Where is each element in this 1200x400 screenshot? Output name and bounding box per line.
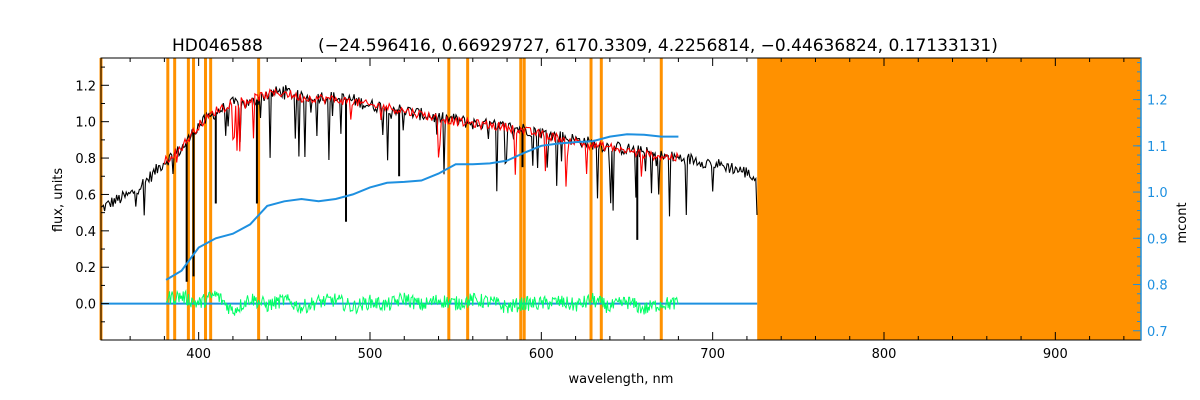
y-tick-label-3: 0.6 xyxy=(75,188,96,203)
plot-area xyxy=(99,58,1141,340)
masked-line-7 xyxy=(257,58,261,340)
y2-tick-label-1: 0.8 xyxy=(1147,279,1168,294)
x-tick-label-5: 900 xyxy=(1043,347,1068,362)
chart-title: HD046588 xyxy=(172,36,263,56)
x-axis-label: wavelength, nm xyxy=(569,372,674,387)
masked-line-1 xyxy=(166,58,170,340)
y-tick-label-6: 1.2 xyxy=(75,79,96,94)
masked-line-5 xyxy=(204,58,208,340)
masked-line-9 xyxy=(466,58,470,340)
masked-line-3 xyxy=(186,58,190,340)
masked-line-13 xyxy=(599,58,603,340)
y2-tick-label-5: 1.2 xyxy=(1147,94,1168,109)
observed-spectrum-line xyxy=(100,85,758,217)
residuals-line xyxy=(165,289,679,316)
masked-line-14 xyxy=(659,58,663,340)
masked-region xyxy=(757,58,1141,340)
y2-tick-label-2: 0.9 xyxy=(1147,232,1168,247)
x-tick-label-3: 700 xyxy=(700,347,725,362)
model-spectrum-line xyxy=(163,87,679,187)
masked-line-2 xyxy=(173,58,177,340)
masked-line-12 xyxy=(589,58,593,340)
y2-tick-label-4: 1.1 xyxy=(1147,140,1168,155)
masked-line-6 xyxy=(209,58,213,340)
y-axis-label: flux, units xyxy=(51,168,66,233)
x-tick-label-4: 800 xyxy=(872,347,897,362)
axes-ticks: 400 500 600 700 800 900 0.0 0.2 0.4 0.6 0.8 1.0 1.2 0… xyxy=(75,58,1168,362)
continuum-line xyxy=(165,133,679,281)
x-tick-label-2: 600 xyxy=(529,347,554,362)
x-tick-label-1: 500 xyxy=(358,347,383,362)
y2-axis-label: mcont xyxy=(1175,202,1190,243)
y2-tick-label-3: 1.0 xyxy=(1147,186,1168,201)
x-tick-label-0: 400 xyxy=(186,347,211,362)
y-tick-label-2: 0.4 xyxy=(75,225,96,240)
y-tick-label-0: 0.0 xyxy=(75,298,96,313)
y2-tick-label-0: 0.7 xyxy=(1147,325,1168,340)
y-tick-label-4: 0.8 xyxy=(75,152,96,167)
masked-line-8 xyxy=(447,58,451,340)
masked-line-10 xyxy=(519,58,523,340)
masked-line-11 xyxy=(522,58,526,340)
y-tick-label-1: 0.2 xyxy=(75,261,96,276)
chart-params: (−24.596416, 0.66929727, 6170.3309, 4.22… xyxy=(318,36,998,56)
y-tick-label-5: 1.0 xyxy=(75,116,96,131)
